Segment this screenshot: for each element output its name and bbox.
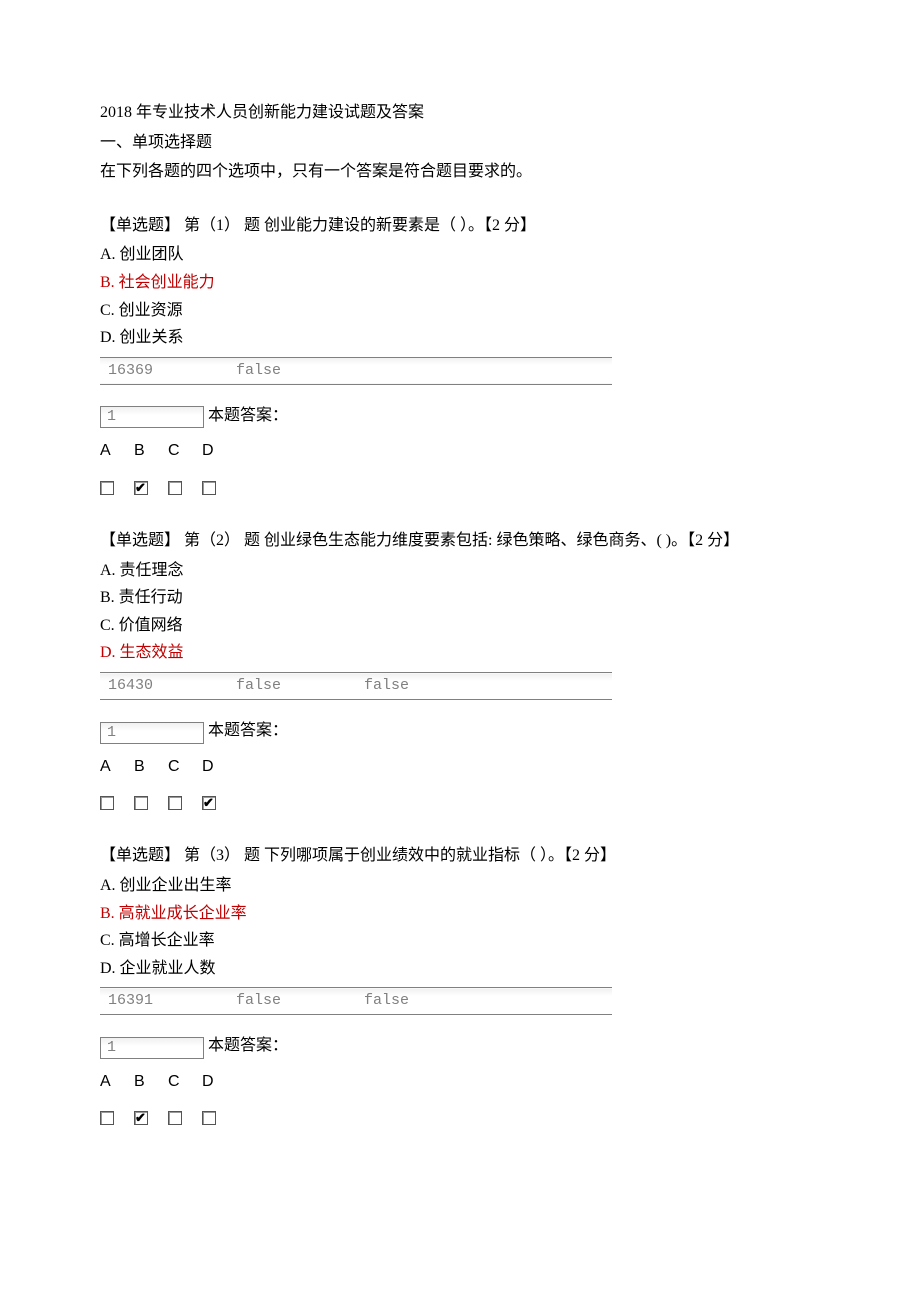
answer-letter: C <box>168 754 202 780</box>
number-box: 1 <box>100 722 204 744</box>
answer-checkbox[interactable] <box>202 796 216 810</box>
section-description: 在下列各题的四个选项中，只有一个答案是符合题目要求的。 <box>100 159 820 185</box>
data-cell: false <box>356 673 484 700</box>
number-box: 1 <box>100 1037 204 1059</box>
data-cell: 16391 <box>100 988 228 1015</box>
answer-letter: C <box>168 438 202 464</box>
checkbox-row <box>100 474 820 500</box>
answer-letters-row: ABCD <box>100 1069 820 1095</box>
answer-letter: A <box>100 1069 134 1095</box>
question-option: B. 责任行动 <box>100 585 820 611</box>
question-option: D. 创业关系 <box>100 325 820 351</box>
data-cell <box>484 673 612 700</box>
answer-letter: B <box>134 438 168 464</box>
data-cell: 16369 <box>100 357 228 384</box>
question-option: D. 企业就业人数 <box>100 956 820 982</box>
question-option: C. 价值网络 <box>100 613 820 639</box>
document-title: 2018 年专业技术人员创新能力建设试题及答案 <box>100 100 820 126</box>
answer-letter: B <box>134 754 168 780</box>
data-cell: false <box>228 988 356 1015</box>
question-option: C. 创业资源 <box>100 298 820 324</box>
answer-line: 1本题答案： <box>100 718 820 744</box>
number-box: 1 <box>100 406 204 428</box>
question-option: B. 高就业成长企业率 <box>100 901 820 927</box>
data-table: 16369false <box>100 357 612 385</box>
answer-checkbox[interactable] <box>134 481 148 495</box>
answer-checkbox[interactable] <box>100 1111 114 1125</box>
question-option: B. 社会创业能力 <box>100 270 820 296</box>
question-option: A. 责任理念 <box>100 558 820 584</box>
section-title: 一、单项选择题 <box>100 130 820 156</box>
questions-container: 【单选题】 第（1） 题 创业能力建设的新要素是（ ）。【2 分】 A. 创业团队… <box>100 213 820 1131</box>
data-cell: false <box>356 988 484 1015</box>
answer-letter: A <box>100 438 134 464</box>
answer-line: 1本题答案： <box>100 1033 820 1059</box>
answer-letter: D <box>202 754 236 780</box>
checkbox-row <box>100 1105 820 1131</box>
data-table: 16391falsefalse <box>100 987 612 1015</box>
data-cell: false <box>228 673 356 700</box>
data-cell <box>484 357 612 384</box>
data-cell <box>484 988 612 1015</box>
question-prompt: 【单选题】 第（2） 题 创业绿色生态能力维度要素包括: 绿色策略、绿色商务、(… <box>100 528 820 554</box>
answer-checkbox[interactable] <box>168 481 182 495</box>
question-option: D. 生态效益 <box>100 640 820 666</box>
answer-checkbox[interactable] <box>168 796 182 810</box>
question-prompt: 【单选题】 第（1） 题 创业能力建设的新要素是（ ）。【2 分】 <box>100 213 820 239</box>
data-table: 16430falsefalse <box>100 672 612 700</box>
answer-checkbox[interactable] <box>168 1111 182 1125</box>
answer-letter: B <box>134 1069 168 1095</box>
answer-label: 本题答案： <box>208 722 288 739</box>
data-cell: 16430 <box>100 673 228 700</box>
answer-checkbox[interactable] <box>202 1111 216 1125</box>
answer-line: 1本题答案： <box>100 403 820 429</box>
answer-letter: C <box>168 1069 202 1095</box>
answer-checkbox[interactable] <box>100 796 114 810</box>
answer-letter: A <box>100 754 134 780</box>
answer-checkbox[interactable] <box>134 1111 148 1125</box>
answer-letter: D <box>202 1069 236 1095</box>
question-block: 【单选题】 第（1） 题 创业能力建设的新要素是（ ）。【2 分】 A. 创业团队… <box>100 213 820 500</box>
question-prompt: 【单选题】 第（3） 题 下列哪项属于创业绩效中的就业指标（ ）。【2 分】 <box>100 843 820 869</box>
answer-label: 本题答案： <box>208 407 288 424</box>
answer-label: 本题答案： <box>208 1037 288 1054</box>
answer-letters-row: ABCD <box>100 754 820 780</box>
answer-letters-row: ABCD <box>100 438 820 464</box>
question-block: 【单选题】 第（3） 题 下列哪项属于创业绩效中的就业指标（ ）。【2 分】 A.… <box>100 843 820 1130</box>
question-option: A. 创业团队 <box>100 242 820 268</box>
data-cell: false <box>228 357 356 384</box>
checkbox-row <box>100 789 820 815</box>
question-block: 【单选题】 第（2） 题 创业绿色生态能力维度要素包括: 绿色策略、绿色商务、(… <box>100 528 820 815</box>
question-option: A. 创业企业出生率 <box>100 873 820 899</box>
question-option: C. 高增长企业率 <box>100 928 820 954</box>
answer-checkbox[interactable] <box>202 481 216 495</box>
answer-checkbox[interactable] <box>134 796 148 810</box>
data-cell <box>356 357 484 384</box>
answer-checkbox[interactable] <box>100 481 114 495</box>
answer-letter: D <box>202 438 236 464</box>
